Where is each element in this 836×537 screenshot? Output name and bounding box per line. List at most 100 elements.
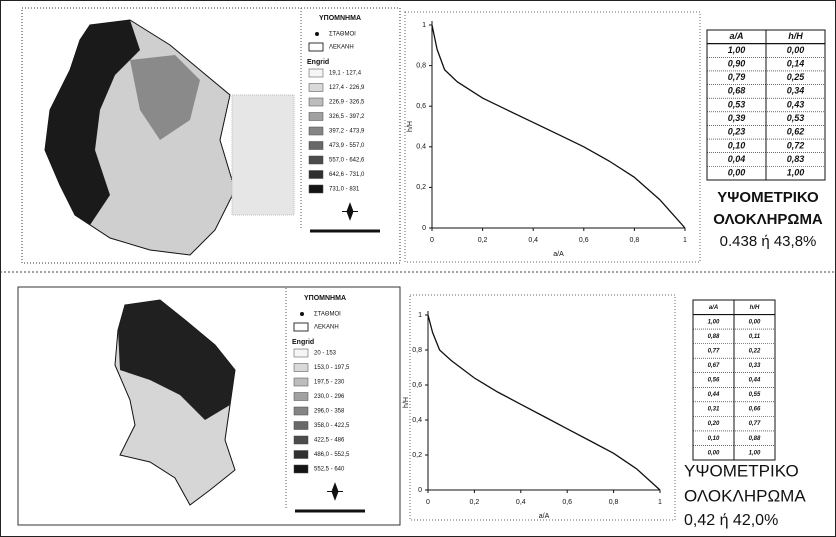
legend-swatch: [309, 156, 323, 164]
x-tick-label: 1: [683, 237, 687, 244]
inset-area: [232, 95, 294, 215]
y-tick-label: 0,8: [416, 62, 426, 69]
legend-class: 153,0 - 197,5: [314, 365, 350, 371]
x-tick-label: 0,8: [609, 499, 619, 506]
y-tick-label: 0,4: [412, 417, 422, 424]
y-tick-label: 0,8: [412, 347, 422, 354]
y-tick-label: 0: [422, 225, 426, 232]
table-cell: 0,68: [728, 86, 746, 96]
table-cell: 0,00: [749, 319, 761, 325]
legend-swatch: [309, 98, 323, 106]
y-tick-label: 0,4: [416, 144, 426, 151]
x-tick-label: 0,2: [470, 499, 480, 506]
legend-title: ΥΠΟΜΝΗΜΑ: [304, 295, 346, 302]
table-cell: 0,31: [708, 407, 720, 413]
legend-class: 326,5 - 397,2: [329, 114, 365, 120]
legend-class: 422,5 - 486: [314, 438, 345, 444]
table-cell: 0,56: [708, 378, 720, 384]
legend-class: 197,5 - 230: [314, 380, 345, 386]
table-cell: 0,88: [708, 334, 720, 340]
legend-class: 557,0 - 642,6: [329, 158, 365, 164]
x-tick-label: 1: [658, 499, 662, 506]
y-axis-label: h/H: [403, 397, 410, 408]
legend-swatch: [309, 185, 323, 193]
table-cell: 0,79: [728, 72, 746, 82]
legend-swatch: [309, 69, 323, 77]
table-cell: 0,62: [787, 127, 805, 137]
table-cell: 0,11: [749, 334, 761, 340]
integral-text: ΟΛΟΚΛΗΡΩΜΑ: [713, 211, 823, 228]
legend-swatch: [294, 422, 308, 430]
integral-text: 0,42 ή 42,0%: [684, 512, 778, 529]
y-tick-label: 0,2: [416, 184, 426, 191]
legend-swatch: [294, 436, 308, 444]
legend-class: 731,0 - 831: [329, 187, 360, 193]
x-axis-label: a/A: [553, 251, 564, 258]
table-cell: 0,44: [708, 392, 720, 398]
legend-class: 358,0 - 422,5: [314, 423, 350, 429]
legend-class: 552,5 - 640: [314, 467, 345, 473]
table-cell: 0,72: [787, 140, 805, 150]
table-header: h/H: [788, 31, 803, 41]
legend-class: 226,9 - 326,5: [329, 100, 365, 106]
legend-swatch: [309, 113, 323, 121]
legend-swatch: [309, 142, 323, 150]
table-cell: 0,00: [787, 45, 805, 55]
legend-swatch: [294, 393, 308, 401]
x-tick-label: 0,4: [516, 499, 526, 506]
x-tick-label: 0,4: [528, 237, 538, 244]
legend-class: 127,4 - 226,9: [329, 85, 365, 91]
legend-swatch: [294, 451, 308, 459]
table-cell: 0,43: [787, 99, 805, 109]
y-tick-label: 0,6: [412, 382, 422, 389]
legend-grid: Engrid: [307, 59, 329, 66]
legend-class: 296,0 - 358: [314, 409, 345, 415]
basin-symbol: [294, 323, 308, 331]
scale-bar: [310, 230, 380, 233]
legend-class: 19,1 - 127,4: [329, 71, 362, 77]
integral-text: ΥΨΟΜΕΤΡΙΚΟ: [684, 461, 799, 480]
x-axis-label: a/A: [539, 513, 550, 520]
legend-class: 20 - 153: [314, 351, 337, 357]
table-cell: 0,10: [708, 436, 720, 442]
table-cell: 0,00: [728, 168, 746, 178]
y-tick-label: 0,6: [416, 103, 426, 110]
table-cell: 0,00: [708, 450, 720, 456]
table-cell: 0,90: [728, 58, 746, 68]
y-tick-label: 1: [422, 22, 426, 29]
legend-swatch: [294, 407, 308, 415]
table-cell: 0,53: [787, 113, 805, 123]
legend-class: 473,9 - 557,0: [329, 143, 365, 149]
x-tick-label: 0: [426, 499, 430, 506]
x-tick-label: 0,6: [579, 237, 589, 244]
y-tick-label: 0: [418, 487, 422, 494]
table-cell: 0,25: [787, 72, 806, 82]
table-cell: 0,34: [787, 86, 805, 96]
station-symbol: [300, 312, 304, 316]
integral-text: ΟΛΟΚΛΗΡΩΜΑ: [684, 486, 806, 505]
table-cell: 0,44: [749, 378, 761, 384]
table-cell: 0,77: [708, 348, 720, 354]
table-cell: 0,83: [787, 154, 805, 164]
y-tick-label: 0,2: [412, 452, 422, 459]
table-cell: 0,77: [749, 421, 761, 427]
table-cell: 0,67: [708, 363, 720, 369]
legend-swatch: [309, 127, 323, 135]
table-header: h/H: [750, 305, 760, 311]
legend-title: ΥΠΟΜΝΗΜΑ: [319, 15, 361, 22]
table-cell: 0,20: [708, 421, 720, 427]
legend-stations: ΣΤΑΘΜΟΙ: [329, 32, 356, 38]
basin-symbol: [309, 43, 323, 51]
table-cell: 0,33: [749, 363, 761, 369]
table-cell: 0,53: [728, 99, 746, 109]
table-cell: 1,00: [787, 168, 805, 178]
legend-basin: ΛΕΚΑΝΗ: [329, 45, 354, 51]
legend-swatch: [294, 349, 308, 357]
legend-swatch: [294, 364, 308, 372]
legend-swatch: [294, 378, 308, 386]
table-cell: 0,22: [749, 348, 761, 354]
table-cell: 0,39: [728, 113, 746, 123]
x-tick-label: 0,6: [562, 499, 572, 506]
y-tick-label: 1: [418, 312, 422, 319]
table-cell: 0,14: [787, 58, 805, 68]
